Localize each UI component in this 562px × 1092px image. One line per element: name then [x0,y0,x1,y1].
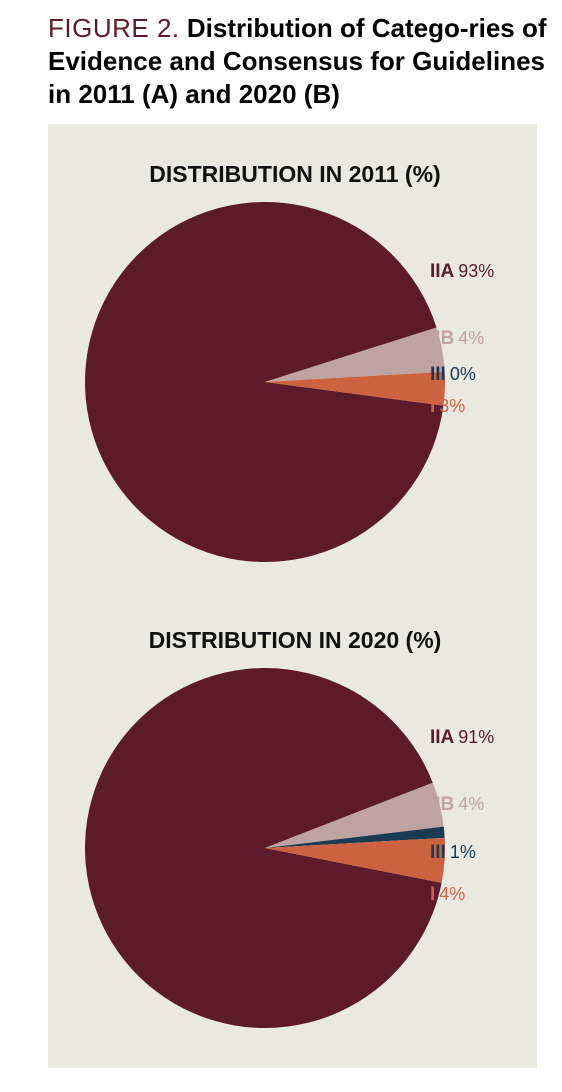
figure-title: FIGURE 2. Distribution of Catego-ries of… [48,12,558,111]
slice-category: IIA [430,727,455,748]
pie-slice-iii [265,826,445,848]
slice-value: 4% [458,794,484,814]
slice-value: 4% [439,884,465,904]
chart-title: DISTRIBUTION IN 2011 (%) [149,161,440,187]
slice-label-i: I 4% [430,884,465,905]
slice-label-i: I 3% [430,396,465,417]
pie-chart-1: DISTRIBUTION IN 2020 (%)IIA 91%IIB 4%III 1%… [85,627,494,1028]
pie-slice-i [265,371,446,406]
slice-value: 0% [450,364,476,384]
slice-category: IIA [430,261,455,282]
pie-chart-0: DISTRIBUTION IN 2011 (%) IIA 93% IIB 4% III 0%… [85,161,494,562]
pie-slice-i [265,837,445,883]
pie-slice-iia [85,201,444,562]
pie-slice-iib [265,782,444,848]
slice-label-iib: IIB 4% [430,794,484,815]
slice-category: IIB [430,328,454,349]
slice-label-iii: III 1% [430,842,476,863]
slice-label-iib: IIB 4% [430,328,484,349]
slice-value: 4% [458,328,484,348]
slice-value: 93% [458,261,494,281]
slice-value: 91% [458,727,494,747]
figure-label: FIGURE 2. [48,13,180,43]
slice-category: I [430,884,435,905]
slice-value: 1% [450,842,476,862]
slice-label-iia: IIA 91% [430,727,494,748]
slice-category: III [430,364,446,385]
slice-category: III [430,842,446,863]
slice-label-iii: III 0% [430,364,476,385]
slice-category: I [430,396,435,417]
figure-caption: Distribution of Catego-ries of Evidence … [48,13,547,109]
chart-title: DISTRIBUTION IN 2020 (%) [149,627,442,653]
slice-category: IIB [430,794,454,815]
slice-label-iia: IIA 93% [430,261,494,282]
pie-slice-iia [85,668,442,1028]
slice-value: 3% [439,396,465,416]
pie-slice-iib [265,327,445,382]
